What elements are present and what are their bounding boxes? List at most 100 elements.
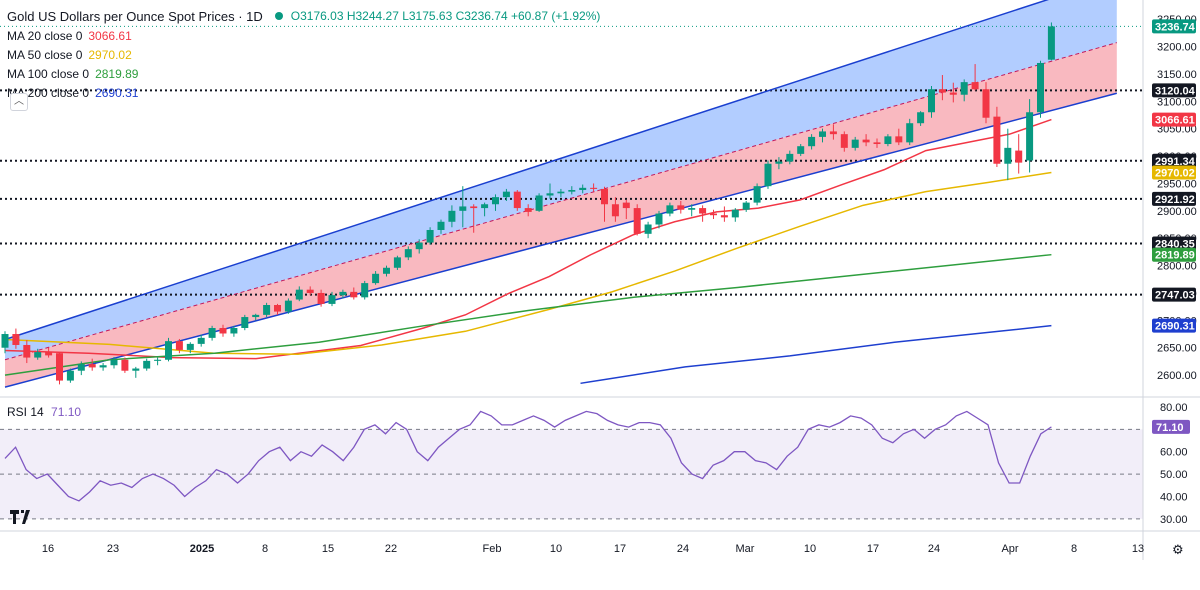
candle-body: [306, 289, 314, 293]
symbol-title[interactable]: Gold US Dollars per Ounce Spot Prices · …: [7, 8, 263, 24]
candle: [601, 186, 608, 222]
candle-body: [186, 343, 194, 350]
candle-body: [993, 116, 1001, 164]
candle: [982, 82, 990, 124]
candle: [513, 190, 521, 211]
candle-body: [56, 353, 63, 381]
rsi-legend[interactable]: RSI 14 71.10: [7, 405, 81, 419]
candle: [383, 265, 390, 277]
price-badge-bg: [1152, 247, 1196, 262]
price-badge-label: 3236.74: [1155, 21, 1196, 33]
ma-100-row[interactable]: MA 100 close 0 2819.89: [7, 65, 600, 84]
price-tick-label: 2600.00: [1157, 370, 1197, 382]
time-tick-label: 24: [677, 543, 689, 555]
candle: [197, 334, 205, 347]
candle: [960, 79, 968, 102]
candle: [88, 358, 96, 371]
ma-100-value: 2819.89: [95, 67, 139, 81]
settings-gear-icon[interactable]: ⚙: [1172, 542, 1184, 557]
price-badge-bg: [1152, 165, 1196, 180]
candle: [393, 255, 401, 270]
rsi-badge-bg: [1152, 419, 1190, 434]
chart-legend: Gold US Dollars per Ounce Spot Prices · …: [7, 5, 600, 103]
candle: [829, 124, 837, 140]
candle: [284, 298, 292, 314]
candle-body: [88, 364, 96, 368]
candle-body: [590, 187, 598, 189]
candle-body: [1015, 150, 1023, 163]
candle-body: [742, 202, 750, 210]
symbol-row: Gold US Dollars per Ounce Spot Prices · …: [7, 5, 600, 27]
candle: [372, 271, 380, 285]
ma-50-row[interactable]: MA 50 close 0 2970.02: [7, 46, 600, 65]
candle-body: [263, 305, 271, 315]
candle-body: [829, 131, 837, 135]
ma-100-label: MA 100 close 0: [7, 67, 90, 81]
candle-body: [481, 204, 489, 209]
candle-body: [797, 146, 805, 154]
price-badge-6: 2840.35: [1152, 236, 1196, 251]
tradingview-logo-icon[interactable]: [10, 510, 32, 524]
ma-200-value: 2690.31: [95, 86, 139, 100]
candle-body: [579, 187, 587, 191]
candle: [524, 204, 532, 217]
candle: [764, 160, 772, 189]
candle-body: [535, 195, 543, 211]
ohlc-values: O3176.03 H3244.27 L3175.63 C3236.74 +60.…: [290, 8, 601, 23]
candle-body: [23, 344, 31, 358]
ma-200-row[interactable]: MA 200 close 0 2690.31: [7, 84, 600, 103]
ma-20-row[interactable]: MA 20 close 0 3066.61: [7, 27, 600, 46]
candle-body: [895, 136, 903, 143]
candle: [263, 302, 271, 318]
candle-body: [557, 191, 565, 194]
candle: [535, 193, 543, 212]
rsi-tick-label: 80.00: [1160, 402, 1188, 414]
candle-body: [12, 334, 20, 345]
rsi-badge-label: 71.10: [1156, 422, 1184, 434]
ma-20-value: 3066.61: [88, 29, 132, 43]
price-badge-9: 2690.31: [1152, 318, 1196, 333]
rsi-tick-label: 60.00: [1160, 447, 1188, 459]
candle: [274, 303, 281, 315]
candle: [470, 204, 478, 233]
candle: [404, 246, 412, 261]
time-tick-label: 2025: [190, 543, 214, 555]
candle-body: [633, 208, 641, 234]
candle: [666, 202, 674, 217]
candle: [1026, 99, 1034, 173]
price-tick-label: 2950.00: [1157, 178, 1197, 190]
candle-body: [611, 204, 619, 217]
candle-body: [295, 289, 303, 300]
candle-body: [568, 190, 576, 192]
ma-20-label: MA 20 close 0: [7, 29, 83, 43]
candle-body: [644, 224, 652, 234]
candle: [840, 131, 848, 152]
candle: [797, 144, 805, 157]
channel-middle-line: [4, 42, 1117, 361]
candle: [459, 186, 467, 228]
channel-lower-line: [4, 92, 1117, 388]
candle: [917, 111, 925, 126]
price-badge-bg: [1152, 318, 1196, 333]
candle: [295, 286, 303, 302]
collapse-legend-icon[interactable]: ︿: [10, 93, 28, 111]
candle-body: [470, 206, 478, 209]
candle: [579, 184, 587, 194]
price-badge-label: 3066.61: [1155, 115, 1195, 127]
candle-body: [906, 123, 914, 143]
candle-body: [928, 89, 935, 113]
ma-50-value: 2970.02: [88, 48, 132, 62]
candle-body: [99, 365, 107, 368]
rsi-tick-label: 30.00: [1160, 514, 1188, 526]
candle-body: [437, 221, 445, 230]
price-badge-2: 3066.61: [1152, 112, 1196, 127]
price-badge-bg: [1152, 112, 1196, 127]
price-badge-7: 2819.89: [1152, 247, 1196, 262]
candle: [720, 206, 728, 222]
channel-lower-fill: [5, 42, 1117, 388]
candle: [110, 357, 118, 369]
time-tick-label: 16: [42, 543, 54, 555]
candle: [230, 325, 238, 337]
